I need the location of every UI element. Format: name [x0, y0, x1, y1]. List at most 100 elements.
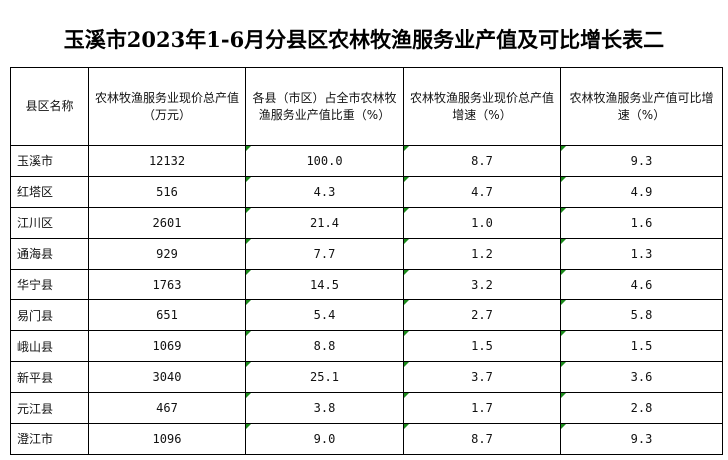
cell-marker — [246, 424, 251, 430]
table-cell: 1069 — [88, 330, 246, 363]
cell-text: 100.0 — [306, 153, 343, 168]
table-row: 新平县 3040 25.1 3.7 3.6 — [10, 361, 723, 394]
table-cell: 8.7 — [403, 145, 561, 177]
table-cell: 14.5 — [245, 268, 404, 301]
table-cell: 1763 — [88, 268, 246, 301]
table-cell: 红塔区 — [10, 175, 89, 208]
cell-text: 21.4 — [310, 215, 339, 230]
table-cell: 4.9 — [560, 175, 723, 208]
cell-text: 4.7 — [471, 184, 493, 199]
table-cell: 1.2 — [403, 237, 561, 270]
cell-text: 3.6 — [630, 370, 653, 385]
table-cell: 12132 — [88, 145, 246, 177]
cell-text: 929 — [156, 246, 178, 261]
cell-text: 8.7 — [471, 153, 493, 168]
cell-marker — [404, 331, 409, 337]
cell-text: 9.3 — [630, 153, 653, 168]
title: 玉溪市2023年1-6月分县区农林牧渔服务业产值及可比增长表二 — [63, 27, 665, 52]
table-cell: 9.3 — [560, 145, 723, 177]
table-cell: 7.7 — [245, 237, 404, 270]
cell-text: 1.5 — [471, 339, 493, 354]
table-cell: 2601 — [88, 206, 246, 239]
cell-text: 3.8 — [313, 401, 336, 416]
header-cell: 农林牧渔服务业现价总产值（万元） — [88, 67, 246, 146]
table-cell: 4.7 — [403, 175, 561, 208]
cell-marker — [561, 176, 566, 182]
cell-marker — [404, 424, 409, 430]
table-cell: 新平县 — [10, 361, 89, 394]
cell-text: 通海县 — [17, 247, 54, 262]
cell-marker — [246, 362, 251, 368]
cell-text: 2.7 — [471, 308, 493, 323]
cell-text: 14.5 — [310, 277, 339, 292]
cell-text: 新平县 — [17, 370, 54, 385]
cell-marker — [246, 300, 251, 306]
table-row: 元江县 467 3.8 1.7 2.8 — [10, 392, 723, 425]
cell-text: 3.2 — [471, 277, 493, 292]
header-cell: 各县（市区）占全市农林牧渔服务业产值比重（%） — [245, 67, 404, 146]
table-cell: 9.0 — [245, 423, 404, 455]
table-cell: 25.1 — [245, 361, 404, 394]
cell-text: 1.0 — [471, 215, 493, 230]
cell-marker — [561, 207, 566, 213]
cell-text: 1.2 — [471, 246, 493, 261]
cell-text: 467 — [156, 401, 178, 416]
cell-text: 3.7 — [471, 370, 493, 385]
table-cell: 澄江市 — [10, 423, 89, 455]
cell-text: 1096 — [152, 431, 182, 446]
table-cell: 1.0 — [403, 206, 561, 239]
cell-text: 峨山县 — [17, 339, 54, 354]
table-cell: 4.3 — [245, 175, 404, 208]
cell-marker — [561, 362, 566, 368]
table-cell: 1.5 — [560, 330, 723, 363]
cell-text: 25.1 — [310, 370, 339, 385]
cell-marker — [561, 424, 566, 430]
table-cell: 929 — [88, 237, 246, 270]
cell-text: 元江县 — [17, 401, 54, 416]
table-cell: 3.7 — [403, 361, 561, 394]
cell-text: 4.9 — [630, 184, 653, 199]
cell-text: 7.7 — [313, 246, 336, 261]
table-cell: 2.7 — [403, 299, 561, 332]
cell-text: 516 — [156, 184, 178, 199]
cell-text: 9.3 — [630, 431, 653, 446]
table-cell: 5.4 — [245, 299, 404, 332]
cell-marker — [404, 176, 409, 182]
table-row: 峨山县 1069 8.8 1.5 1.5 — [10, 330, 723, 363]
cell-text: 4.3 — [313, 184, 336, 199]
table-row: 澄江市 1096 9.0 8.7 9.3 — [10, 423, 723, 455]
cell-text: 1.5 — [630, 339, 653, 354]
cell-text: 1069 — [152, 339, 182, 354]
table-cell: 8.7 — [403, 423, 561, 455]
cell-marker — [404, 362, 409, 368]
table-cell: 8.8 — [245, 330, 404, 363]
cell-text: 8.8 — [313, 339, 336, 354]
cell-marker — [246, 393, 251, 399]
header-row: 县区名称 农林牧渔服务业现价总产值（万元） 各县（市区）占全市农林牧渔服务业产值比重… — [10, 67, 723, 146]
table-row: 通海县 929 7.7 1.2 1.3 — [10, 237, 723, 270]
table-cell: 1096 — [88, 423, 246, 455]
cell-marker — [561, 393, 566, 399]
cell-marker — [246, 331, 251, 337]
table-cell: 3.6 — [560, 361, 723, 394]
cell-marker — [404, 146, 409, 151]
cell-text: 1.7 — [471, 401, 493, 416]
cell-marker — [561, 331, 566, 337]
cell-marker — [561, 238, 566, 244]
table-cell: 3.8 — [245, 392, 404, 425]
header-text: 各县（市区）占全市农林牧渔服务业产值比重（%） — [252, 90, 397, 122]
table-cell: 通海县 — [10, 237, 89, 270]
table-cell: 467 — [88, 392, 246, 425]
cell-marker — [246, 207, 251, 213]
cell-text: 澄江市 — [17, 432, 54, 447]
table-row: 江川区 2601 21.4 1.0 1.6 — [10, 206, 723, 239]
header-cell: 县区名称 — [10, 67, 89, 146]
table-cell: 2.8 — [560, 392, 723, 425]
table-cell: 元江县 — [10, 392, 89, 425]
header-text: 农林牧渔服务业产值可比增速（%） — [569, 90, 714, 122]
table-cell: 5.8 — [560, 299, 723, 332]
cell-text: 5.8 — [630, 308, 653, 323]
cell-marker — [404, 207, 409, 213]
cell-marker — [404, 393, 409, 399]
